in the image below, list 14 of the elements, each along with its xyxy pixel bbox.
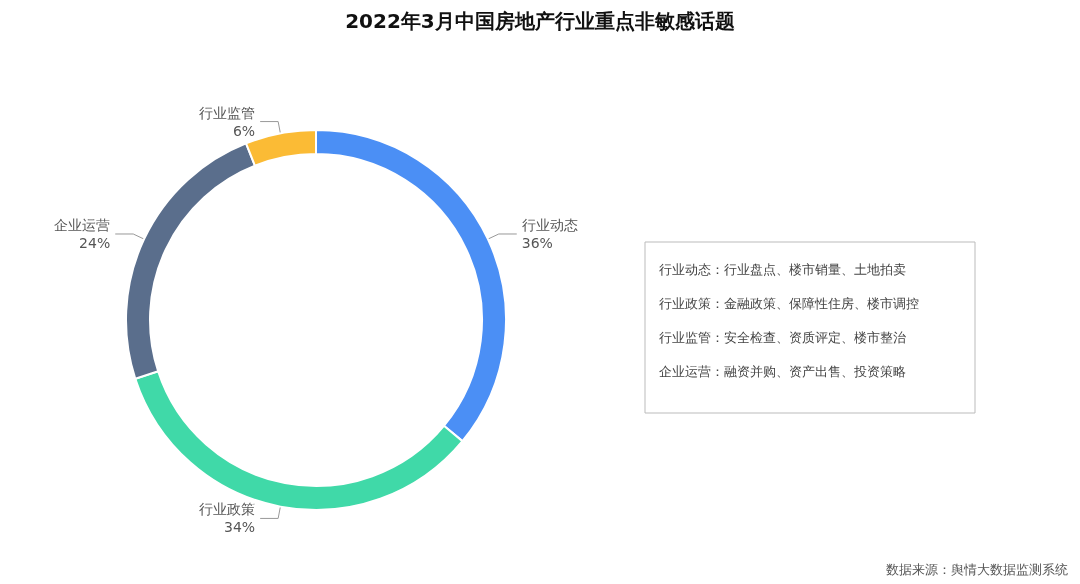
slice-label: 行业监管 xyxy=(199,104,256,121)
data-label: 36% xyxy=(521,234,553,251)
slice-label: 行业政策 xyxy=(199,501,256,518)
text: 行业动态：行业盘点、楼市销量、土地拍卖 xyxy=(659,262,906,277)
data-label: 6% xyxy=(232,122,256,139)
text: 行业政策：金融政策、保障性住房、楼市调控 xyxy=(659,296,919,311)
data-label: 24% xyxy=(79,234,111,251)
slice-label: 企业运营 xyxy=(54,216,111,233)
source-note: 数据来源：舆情大数据监测系统 xyxy=(886,562,1068,577)
text: 企业运营：融资并购、资产出售、投资策略 xyxy=(659,364,906,379)
text: 行业监管：安全检查、资质评定、楼市整治 xyxy=(659,330,906,345)
data-label: 34% xyxy=(224,519,256,536)
chart-title: 2022年3月中国房地产行业重点非敏感话题 xyxy=(345,9,735,33)
slice-label: 行业动态 xyxy=(521,216,578,233)
